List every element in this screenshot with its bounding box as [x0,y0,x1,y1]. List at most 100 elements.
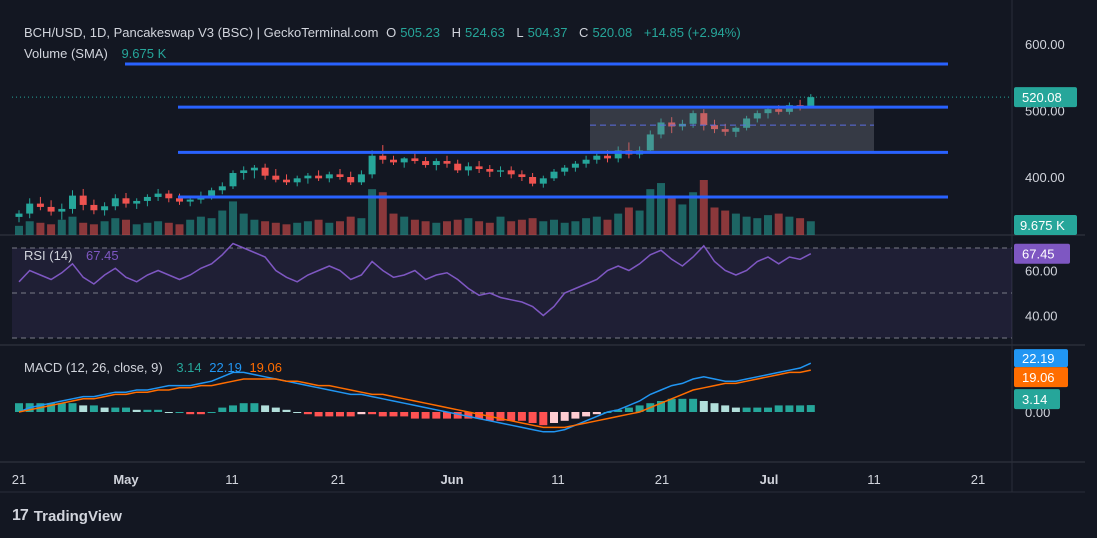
volume-bar [132,224,141,235]
candle-body [357,174,365,183]
candle-body [390,159,397,163]
volume-bar [111,218,120,235]
volume-bar [175,224,184,235]
volume-bar [250,219,259,235]
volume-bar [68,216,77,235]
macd-histogram-bar [175,412,184,413]
candle-body [507,170,515,175]
candle-body [293,178,301,183]
macd-histogram-bar [496,412,505,421]
candle-body [336,174,344,177]
candle-body [79,195,87,205]
volume-bar [496,216,505,235]
macd-histogram-bar [624,407,633,412]
symbol-label[interactable]: BCH/USD, 1D, Pancakeswap V3 (BSC) | Geck… [24,25,379,40]
volume-bar [806,221,815,235]
candle-body [143,196,151,201]
volume-bar [614,213,623,235]
volume-bar [528,218,537,235]
candle-body [347,177,355,183]
candle-body [700,113,708,126]
volume-legend-value: 9.675 K [121,46,167,61]
volume-bar [57,219,66,235]
volume-bar [36,222,45,235]
open-value: 505.23 [400,25,441,40]
macd-legend-hist: 3.14 [176,360,202,375]
candle-body [400,158,408,163]
volume-bar [282,224,291,235]
candle-body [486,169,494,172]
price-tick-label: 400.00 [1025,170,1065,185]
candle-body [614,150,622,159]
volume-bar [603,219,612,235]
macd-histogram-bar [282,409,291,412]
candle-body [561,167,569,172]
rsi-badge-text: 67.45 [1022,247,1055,262]
macd-histogram-bar [550,412,558,423]
time-tick-label: 21 [12,472,26,487]
volume-badge [1014,215,1077,235]
macd-histogram-bar [400,412,409,417]
candle-body [443,161,451,164]
macd-histogram-bar [271,407,280,412]
macd-badge [1014,349,1068,368]
macd-histogram-bar [635,405,644,412]
macd-histogram-bar [560,412,569,421]
candle-body [250,167,258,171]
macd-histogram-bar [303,412,312,415]
volume-legend[interactable]: Volume (SMA) 9.675 K [24,46,170,61]
candle-body [422,161,430,166]
candle-body [753,113,761,119]
volume-bar [378,192,387,235]
candle-body [186,199,194,202]
macd-badge-text: 22.19 [1022,351,1055,366]
macd-legend-macd: 22.19 [209,360,242,375]
histogram-badge [1014,389,1060,410]
candle-body [15,213,23,217]
volume-bar [196,216,205,235]
macd-histogram-bar [378,412,387,417]
candle-body [133,200,141,204]
price-tick-label: 500.00 [1025,104,1065,119]
volume-bar [657,183,665,235]
volume-bar [432,222,441,235]
macd-pane [15,362,815,433]
candle-body [229,173,237,187]
macd-histogram-bar [346,412,355,417]
last-price-badge [1014,87,1077,108]
volume-bar [507,221,516,235]
macd-histogram-bar [517,412,526,421]
low-label: L [516,25,524,40]
volume-bar [453,219,462,235]
volume-bar [293,222,302,235]
macd-histogram-bar [592,412,601,415]
time-tick-label: May [113,472,139,487]
macd-legend[interactable]: MACD (12, 26, close, 9) 3.14 22.19 19.06 [24,360,286,375]
time-tick-label: Jun [440,472,463,487]
macd-histogram-bar [368,412,377,415]
candle-body [807,97,815,108]
macd-histogram-bar [111,407,120,412]
drawn-lines[interactable] [12,62,1012,199]
volume-bar [25,221,34,235]
macd-histogram-bar [699,401,708,412]
candle-body [743,118,751,128]
volume-bar [218,210,227,235]
macd-histogram-bar [357,412,366,415]
macd-histogram-bar [186,412,195,415]
macd-histogram-bar [689,398,698,412]
volume-bar [100,221,109,235]
close-value: 520.08 [592,25,633,40]
volume-bar [517,219,526,235]
histogram-badge-text: 3.14 [1022,392,1047,407]
volume-bar [699,180,708,235]
volume-bar [239,213,248,235]
macd-histogram-bar [164,412,173,413]
volume-bar [742,216,751,235]
rsi-legend[interactable]: RSI (14) 67.45 [24,248,123,263]
volume-bar [15,225,23,235]
tradingview-watermark[interactable]: 17 TradingView [12,507,122,525]
candle-body [304,175,312,179]
